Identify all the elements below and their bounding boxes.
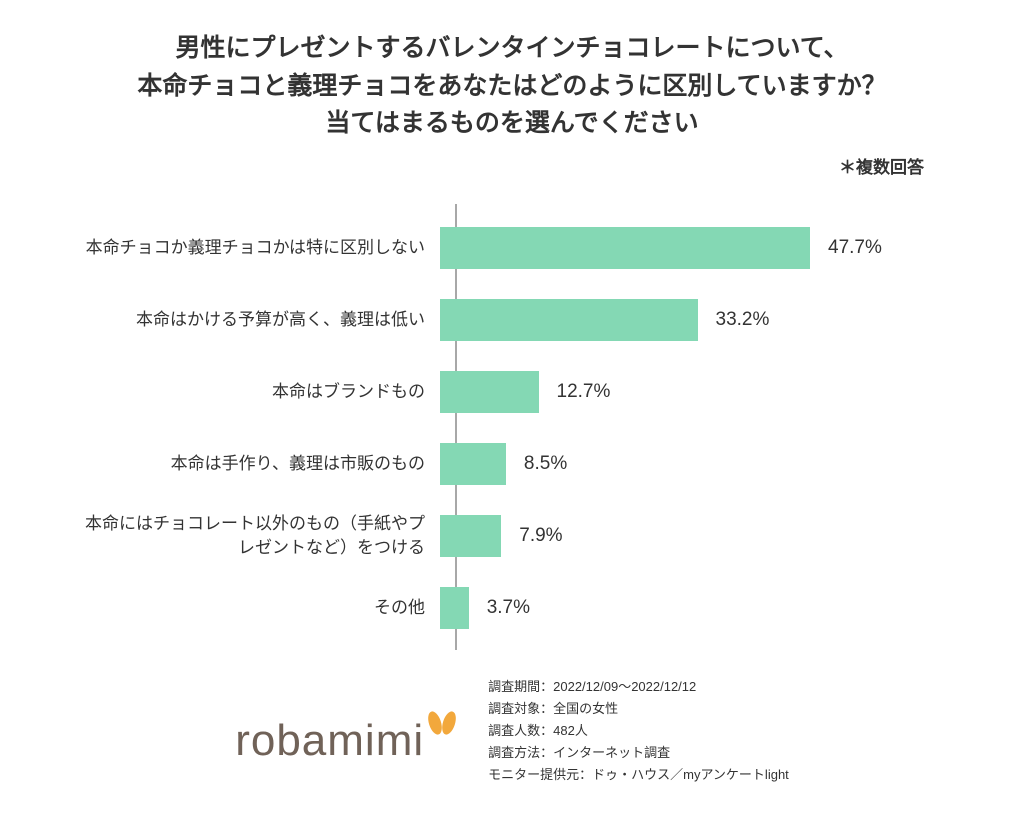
bar-value: 3.7% (487, 597, 530, 619)
bar (440, 587, 469, 629)
bar (440, 515, 501, 557)
multiple-answer-note: ＊複数回答 (60, 153, 964, 178)
bar-area: 47.7% (440, 227, 964, 269)
bar-row: その他 3.7% (80, 578, 964, 638)
bar-label: 本命はブランドもの (80, 380, 440, 404)
bar-value: 33.2% (716, 309, 770, 331)
bar-value: 7.9% (519, 525, 562, 547)
meta-count: 調査人数：482人 (488, 720, 789, 742)
logo-ears-icon (426, 696, 458, 746)
bar-value: 8.5% (524, 453, 567, 475)
bar-row: 本命は手作り、義理は市販のもの 8.5% (80, 434, 964, 494)
bar (440, 299, 698, 341)
bar-area: 3.7% (440, 587, 964, 629)
meta-method: 調査方法：インターネット調査 (488, 742, 789, 764)
bar-row: 本命はブランドもの 12.7% (80, 362, 964, 422)
meta-target: 調査対象：全国の女性 (488, 698, 789, 720)
meta-period: 調査期間：2022/12/09～2022/12/12 (488, 676, 789, 698)
title-line-1: 男性にプレゼントするバレンタインチョコレートについて、 (60, 30, 964, 68)
bar-label: その他 (80, 596, 440, 620)
bar (440, 371, 539, 413)
bar-row: 本命はかける予算が高く、義理は低い 33.2% (80, 290, 964, 350)
bar-value: 12.7% (557, 381, 611, 403)
survey-metadata: 調査期間：2022/12/09～2022/12/12 調査対象：全国の女性 調査… (488, 676, 789, 786)
bar-label: 本命はかける予算が高く、義理は低い (80, 308, 440, 332)
bar-label: 本命にはチョコレート以外のもの（手紙やプレゼントなど）をつける (80, 512, 440, 560)
bar-area: 12.7% (440, 371, 964, 413)
bar-row: 本命チョコか義理チョコかは特に区別しない 47.7% (80, 218, 964, 278)
y-axis-line (455, 204, 457, 650)
bar-area: 33.2% (440, 299, 964, 341)
bar-area: 8.5% (440, 443, 964, 485)
bar-label: 本命は手作り、義理は市販のもの (80, 452, 440, 476)
logo-text: robamimi (235, 716, 424, 766)
footer: robamimi 調査期間：2022/12/09～2022/12/12 調査対象… (0, 676, 1024, 786)
bar (440, 227, 810, 269)
bar-chart: 本命チョコか義理チョコかは特に区別しない 47.7% 本命はかける予算が高く、義理は… (80, 218, 964, 638)
bar-row: 本命にはチョコレート以外のもの（手紙やプレゼントなど）をつける 7.9% (80, 506, 964, 566)
bar (440, 443, 506, 485)
bar-value: 47.7% (828, 237, 882, 259)
bar-area: 7.9% (440, 515, 964, 557)
robamimi-logo: robamimi (235, 696, 458, 766)
title-line-3: 当てはまるものを選んでください (60, 105, 964, 143)
title-line-2: 本命チョコと義理チョコをあなたはどのように区別していますか？ (60, 68, 964, 106)
chart-title: 男性にプレゼントするバレンタインチョコレートについて、 本命チョコと義理チョコを… (60, 30, 964, 143)
bar-label: 本命チョコか義理チョコかは特に区別しない (80, 236, 440, 260)
meta-provider: モニター提供元：ドゥ・ハウス／myアンケートlight (488, 764, 789, 786)
